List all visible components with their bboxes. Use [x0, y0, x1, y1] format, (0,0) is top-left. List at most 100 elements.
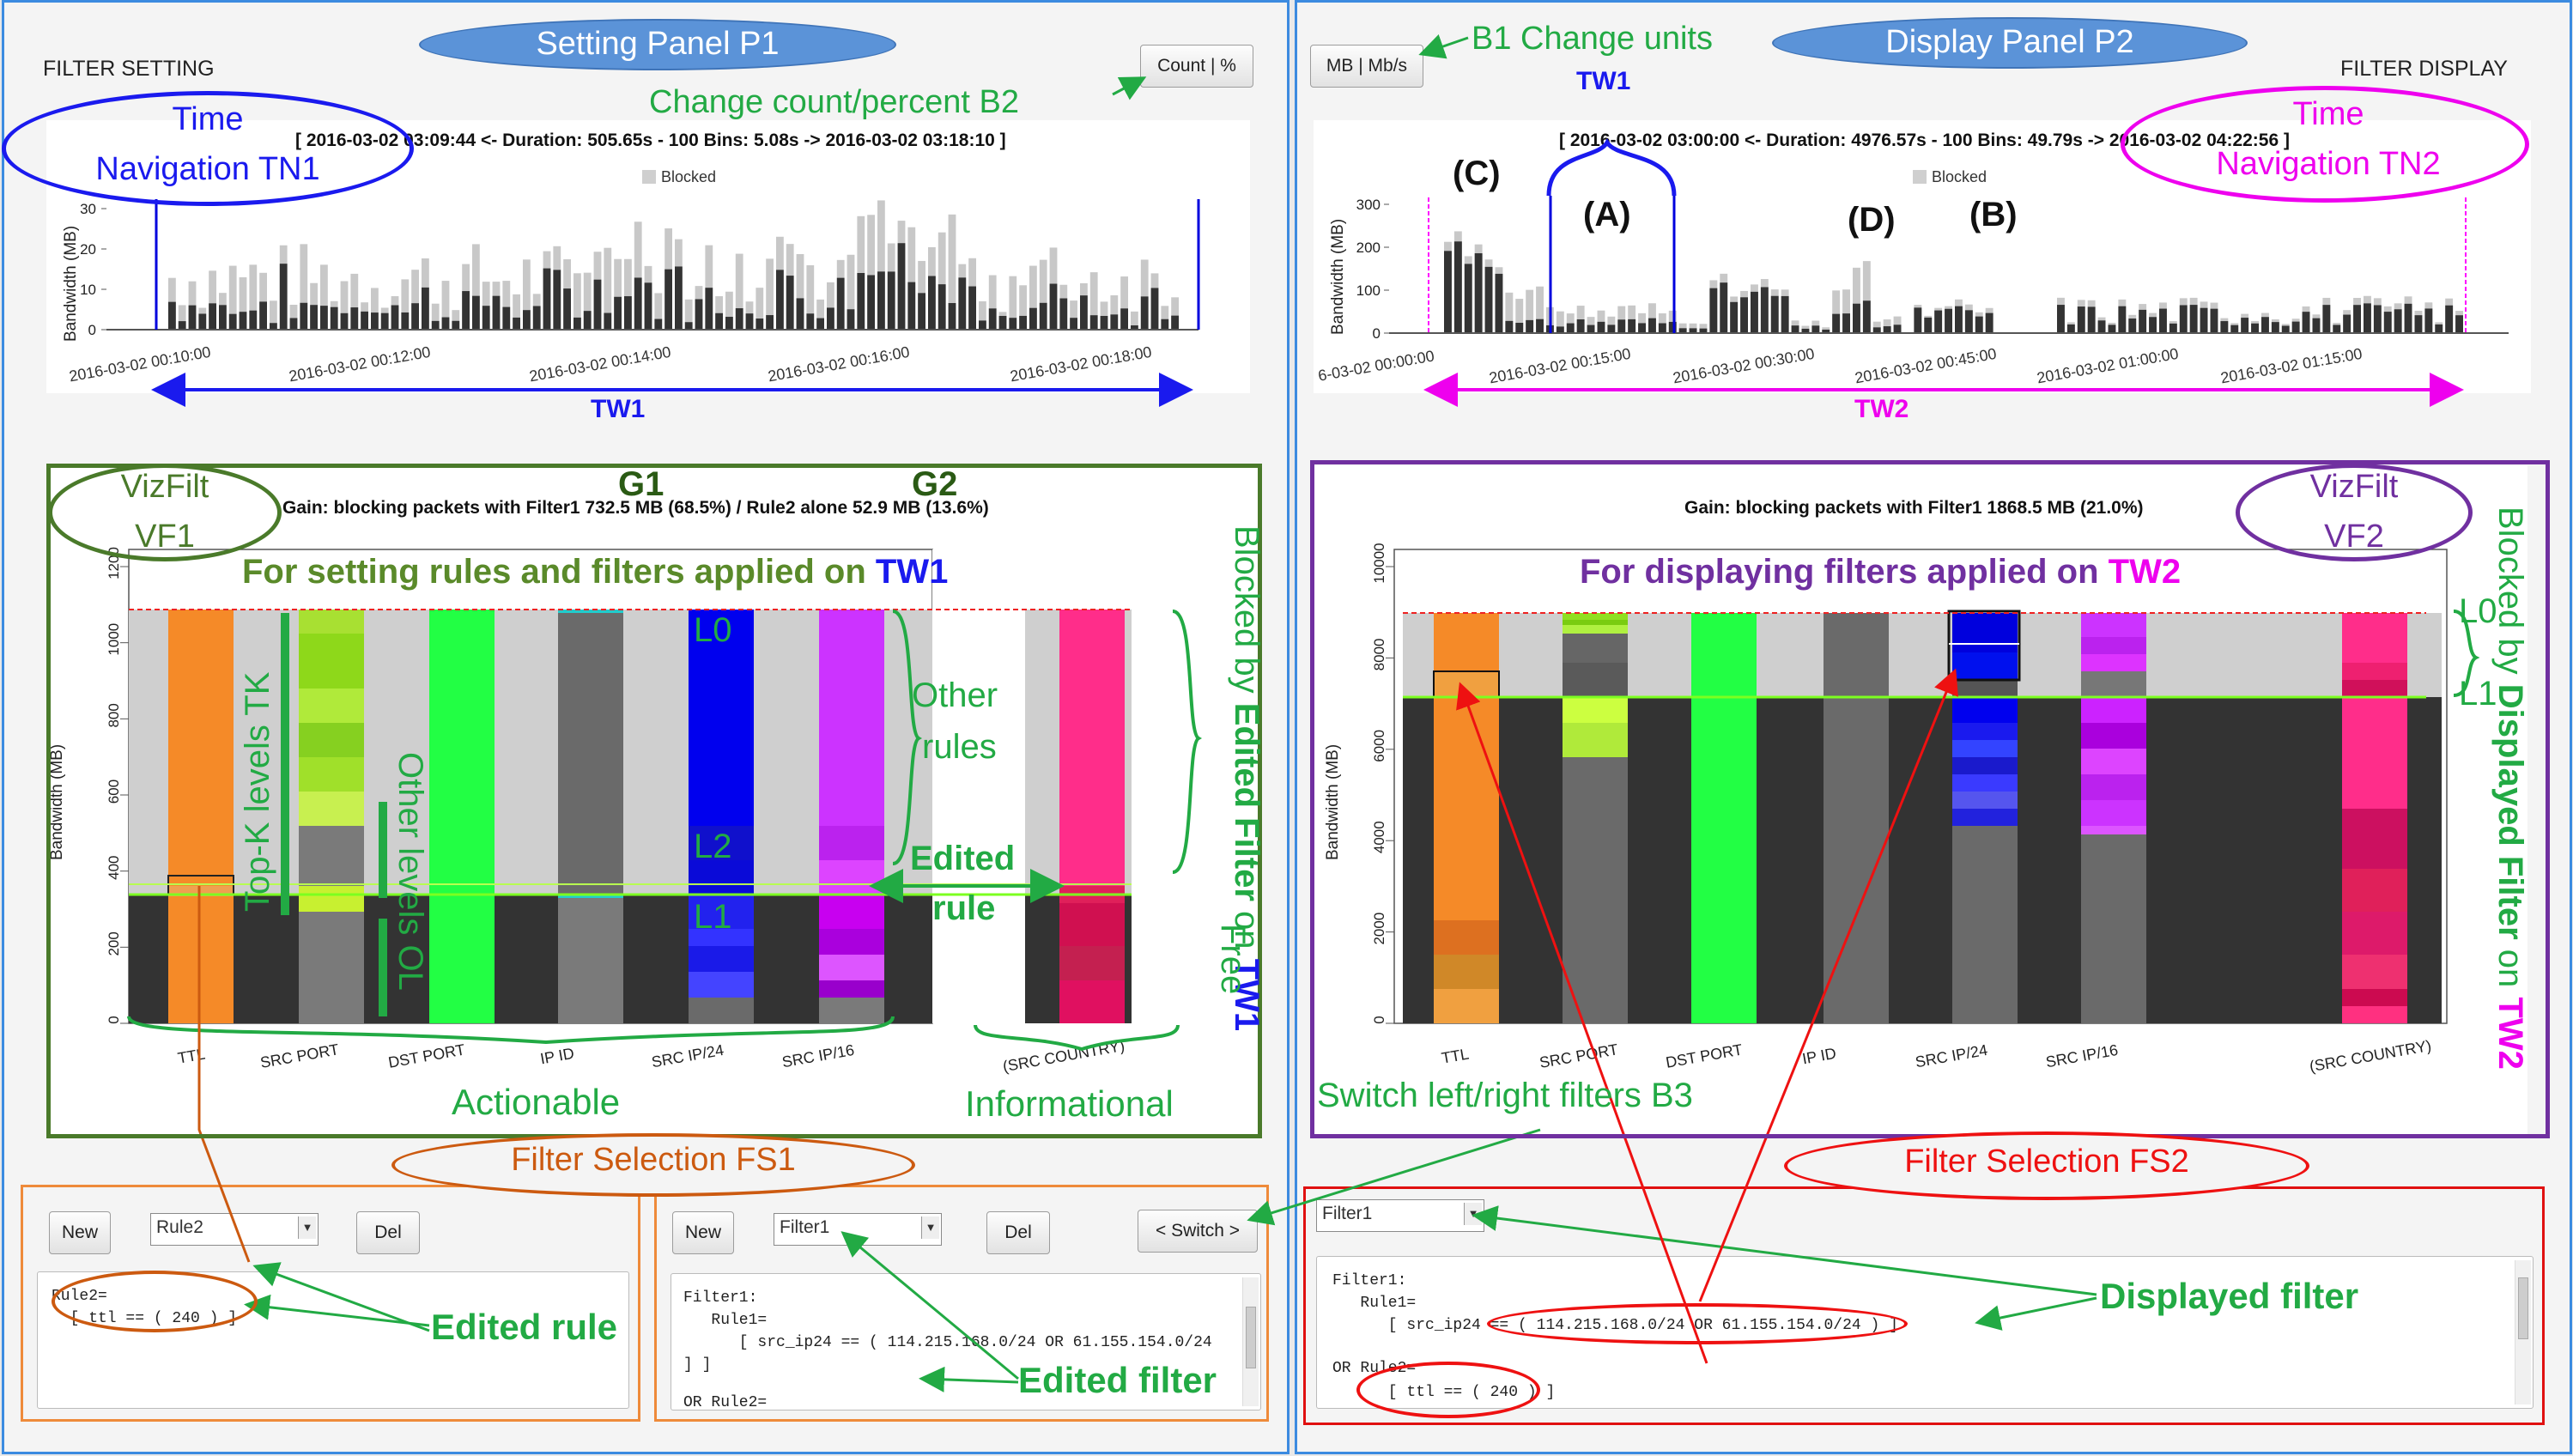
blocked-bar: [2353, 305, 2361, 333]
level-segment[interactable]: [558, 898, 623, 1023]
new-rule-button[interactable]: New: [49, 1211, 111, 1254]
level-segment[interactable]: [2342, 989, 2407, 1006]
level-segment[interactable]: [1563, 620, 1628, 625]
level-segment[interactable]: [2081, 723, 2146, 749]
level-segment[interactable]: [1059, 980, 1125, 1023]
level-segment[interactable]: [1952, 613, 2018, 652]
level-segment[interactable]: [2342, 955, 2407, 989]
level-segment[interactable]: [299, 826, 364, 886]
scrollbar-thumb[interactable]: [2518, 1277, 2528, 1339]
src-ip24-column[interactable]: [689, 610, 754, 1023]
dst-port-column[interactable]: [429, 610, 495, 1023]
level-segment[interactable]: [2342, 809, 2407, 869]
level-segment[interactable]: [689, 610, 754, 826]
level-segment[interactable]: [1952, 740, 2018, 757]
level-segment[interactable]: [689, 972, 754, 998]
blocked-bar: [1648, 318, 1656, 333]
level-segment[interactable]: [558, 613, 623, 895]
level-segment[interactable]: [1563, 625, 1628, 634]
level-segment[interactable]: [819, 826, 884, 860]
level-segment[interactable]: [1952, 809, 2018, 826]
level-segment[interactable]: [429, 610, 495, 1023]
level-segment[interactable]: [2081, 613, 2146, 637]
level-segment[interactable]: [1952, 826, 2018, 1023]
level-segment[interactable]: [2342, 613, 2407, 663]
level-segment[interactable]: [1952, 757, 2018, 774]
src-country-column[interactable]: [1059, 610, 1125, 1023]
level-segment[interactable]: [2081, 826, 2146, 834]
level-segment[interactable]: [2342, 680, 2407, 697]
chevron-down-icon[interactable]: ▼: [921, 1216, 939, 1239]
level-segment[interactable]: [1952, 652, 2018, 680]
level-segment[interactable]: [2342, 663, 2407, 680]
level-segment[interactable]: [1059, 946, 1125, 980]
level-segment[interactable]: [299, 912, 364, 1023]
level-segment[interactable]: [2342, 869, 2407, 912]
level-segment[interactable]: [299, 792, 364, 826]
units-button[interactable]: MB | Mb/s: [1310, 45, 1423, 88]
level-segment[interactable]: [2081, 654, 2146, 671]
count-percent-button[interactable]: Count | %: [1140, 45, 1253, 88]
level-segment[interactable]: [819, 955, 884, 980]
new-filter-button[interactable]: New: [672, 1211, 734, 1254]
level-segment[interactable]: [558, 610, 623, 613]
src-ip16-column[interactable]: [2081, 613, 2146, 1023]
level-segment[interactable]: [689, 860, 754, 895]
level-segment[interactable]: [558, 895, 623, 898]
filter-select[interactable]: Filter1 ▼: [774, 1213, 942, 1246]
level-segment[interactable]: [1434, 613, 1499, 671]
level-segment[interactable]: [1952, 723, 2018, 740]
level-segment[interactable]: [689, 826, 754, 860]
level-segment[interactable]: [2081, 697, 2146, 723]
level-segment[interactable]: [2081, 774, 2146, 800]
del-filter-button[interactable]: Del: [986, 1211, 1050, 1254]
level-segment[interactable]: [299, 634, 364, 689]
level-segment[interactable]: [299, 886, 364, 912]
level-segment[interactable]: [819, 980, 884, 998]
src-ip16-column[interactable]: [819, 610, 884, 1023]
level-segment[interactable]: [168, 610, 234, 886]
rule-select[interactable]: Rule2 ▼: [150, 1213, 319, 1246]
level-segment[interactable]: [2081, 671, 2146, 697]
level-segment[interactable]: [2342, 1006, 2407, 1023]
scrollbar[interactable]: [2515, 1260, 2531, 1404]
chevron-down-icon[interactable]: ▼: [298, 1216, 316, 1239]
del-rule-button[interactable]: Del: [356, 1211, 420, 1254]
level-segment[interactable]: [2081, 637, 2146, 654]
level-segment[interactable]: [299, 723, 364, 757]
nav-chart-tn2[interactable]: Blocked Bandwidth (MB) 0 100 200 300 6-03-0…: [1314, 120, 2531, 393]
chevron-down-icon[interactable]: ▼: [1464, 1203, 1482, 1225]
level-segment[interactable]: [1952, 774, 2018, 792]
src-ip24-column[interactable]: [1952, 613, 2018, 1023]
level-segment[interactable]: [2081, 800, 2146, 826]
nav-chart-tn1[interactable]: Blocked Bandwidth (MB) 0 10 20 30 2016-03-0…: [46, 120, 1250, 393]
level-segment[interactable]: [2081, 749, 2146, 774]
level-segment[interactable]: [1952, 680, 2018, 697]
level-segment[interactable]: [1563, 634, 1628, 663]
level-segment[interactable]: [689, 929, 754, 946]
displayed-filter-select[interactable]: Filter1 ▼: [1316, 1199, 1484, 1232]
level-segment[interactable]: [689, 895, 754, 929]
src-country-column[interactable]: [2342, 613, 2407, 1023]
scrollbar-thumb[interactable]: [1246, 1307, 1256, 1368]
level-segment[interactable]: [1563, 613, 1628, 620]
level-segment[interactable]: [1059, 903, 1125, 946]
src-port-column[interactable]: [299, 610, 364, 1023]
scrollbar[interactable]: [1242, 1277, 1259, 1406]
level-segment[interactable]: [299, 757, 364, 792]
level-segment[interactable]: [819, 929, 884, 955]
level-segment[interactable]: [2081, 834, 2146, 1023]
selected-level[interactable]: [1947, 610, 2021, 682]
level-segment[interactable]: [819, 610, 884, 826]
level-segment[interactable]: [2342, 912, 2407, 955]
level-segment[interactable]: [2342, 697, 2407, 809]
level-segment[interactable]: [299, 610, 364, 634]
level-segment[interactable]: [299, 689, 364, 723]
switch-filters-button[interactable]: < Switch >: [1138, 1210, 1258, 1253]
level-segment[interactable]: [1952, 792, 2018, 809]
level-segment[interactable]: [1059, 610, 1125, 886]
level-segment[interactable]: [1952, 697, 2018, 723]
ip-id-column[interactable]: [558, 610, 623, 1023]
level-segment[interactable]: [689, 946, 754, 972]
